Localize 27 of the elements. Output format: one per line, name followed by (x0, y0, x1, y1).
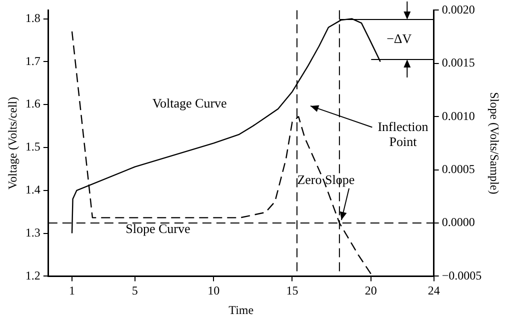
x-tick-label: 24 (428, 284, 440, 298)
y-tick-label: 1.7 (25, 54, 40, 68)
y2-tick-label: −0.0005 (442, 268, 482, 282)
y2-tick-label: 0.0000 (442, 215, 475, 230)
series-label: Slope Curve (126, 221, 190, 236)
y2-tick-label: 0.0010 (442, 108, 475, 123)
text: Voltage Curve (152, 96, 228, 111)
y2-tick-label: 0.0005 (442, 162, 475, 176)
x-axis-title: Time (228, 302, 254, 317)
annotation: Inflection Point (378, 119, 429, 150)
x-tick-label: 1 (69, 284, 75, 298)
x-tick-label: 15 (286, 284, 298, 298)
annotation: Zero Slope (297, 172, 355, 187)
y-tick-label: 1.6 (25, 96, 40, 111)
y-tick-label: 1.2 (25, 268, 40, 282)
y-tick-label: 1.4 (25, 182, 40, 197)
y-tick-label: 1.8 (25, 10, 40, 25)
y2-tick-label: 0.0015 (442, 56, 475, 70)
y-axis-title: Voltage (Volts/cell) (5, 96, 20, 190)
y2-axis-title: Slope (Volts/Sample) (488, 92, 502, 194)
annotation: −ΔV (386, 30, 412, 46)
x-tick-label: 5 (132, 284, 138, 298)
x-tick-label: 10 (208, 284, 220, 298)
y2-tick-label: 0.0020 (442, 2, 475, 16)
y-tick-label: 1.5 (25, 140, 40, 154)
y-tick-label: 1.3 (25, 225, 40, 240)
x-tick-label: 20 (364, 284, 377, 298)
